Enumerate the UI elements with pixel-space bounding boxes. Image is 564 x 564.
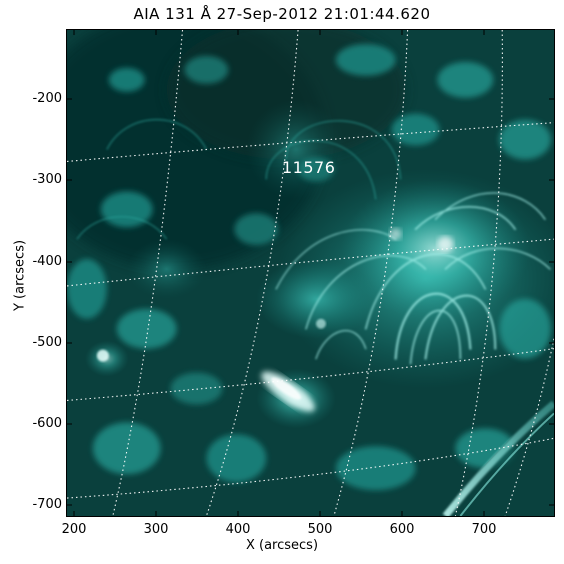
ytick-label: -300 (32, 172, 62, 187)
grid-lines (67, 30, 554, 516)
image-title: AIA 131 Å 27-Sep-2012 21:01:44.620 (133, 5, 431, 23)
xtick-label: 500 (307, 522, 333, 537)
ytick-label: -200 (32, 91, 62, 106)
xtick-label: 600 (389, 522, 415, 537)
ytick-label: -600 (32, 416, 62, 431)
xtick-label: 700 (471, 522, 497, 537)
active-region-label: 11576 (282, 158, 336, 177)
ytick-label: -400 (32, 254, 62, 269)
ytick-label: -500 (32, 335, 62, 350)
solar-image-panel: 11576 (66, 29, 555, 517)
ytick-label: -700 (32, 497, 62, 512)
x-axis-label: X (arcsecs) (245, 538, 319, 553)
y-axis-label: Y (arcsecs) (12, 239, 28, 312)
xtick-label: 200 (61, 522, 87, 537)
xtick-label: 400 (225, 522, 251, 537)
solar-image (67, 30, 554, 516)
xtick-label: 300 (143, 522, 169, 537)
